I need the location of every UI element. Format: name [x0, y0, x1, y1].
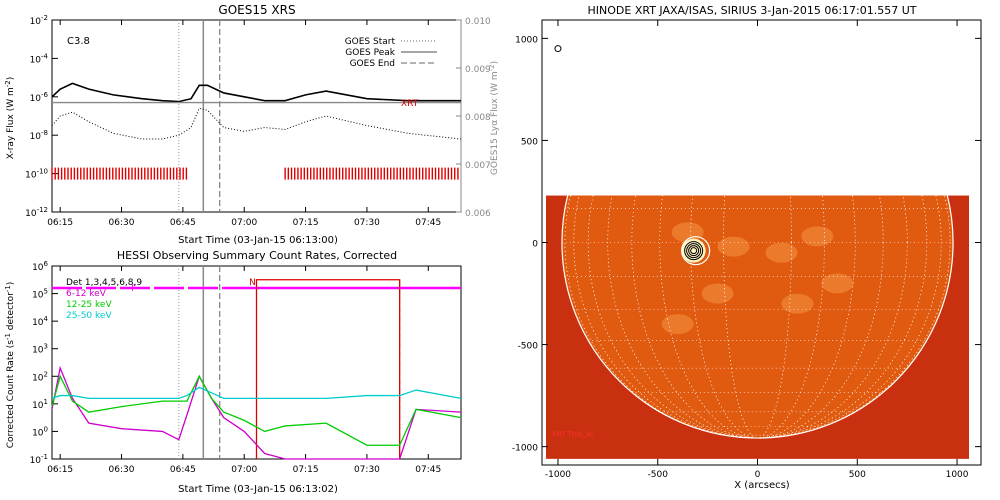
xrs-x-tick-label: 07:00 [231, 218, 257, 228]
hessi-y-tick-label: 100 [32, 425, 48, 438]
xrt-bright-region [717, 236, 750, 257]
xrt-x-tick-label: -500 [648, 470, 669, 480]
xrs-x-tick-label: 07:30 [354, 218, 380, 228]
xrt-bright-region [821, 273, 854, 294]
xrs-y-tick-label: 10-8 [30, 129, 48, 142]
xrt-filter-label: XRT Thin_Al [552, 430, 593, 438]
xrs-y-right-tick-label: 0.006 [465, 209, 491, 219]
xrs-y-right-tick-label: 0.009 [465, 65, 491, 75]
xrt-image-area: -1000 -500 0 500 1000 1000 500 0 -500 -1000 XRT Th… [512, 19, 982, 480]
hessi-night-box [255, 279, 401, 459]
xrt-x-tick-label: 1000 [946, 470, 969, 480]
xrs-y-tick-label: 10-6 [30, 91, 49, 104]
xrt-y-tick-label: 500 [521, 137, 538, 147]
xrt-contour [688, 245, 700, 257]
xrt-x-tick-label: 500 [849, 470, 866, 480]
hessi-x-tick-label: 07:00 [231, 465, 257, 475]
xrs-x-tick-label: 07:15 [293, 218, 319, 228]
hessi-plot-area: 06:15 06:30 06:45 07:00 07:15 07:30 07:45 106 10… [30, 260, 462, 475]
xrt-contour [684, 241, 704, 261]
xrt-y-tick-label: 0 [532, 240, 538, 250]
xrs-y-right-label: GOES15 Lyα Flux (W m-2) [488, 61, 500, 175]
hessi-legend-label: Det 1,3,4,5,6,8,9 [66, 278, 142, 288]
xrt-bright-region [781, 293, 814, 314]
xrs-legend-label: GOES End [350, 59, 395, 69]
xrs-title: GOES15 XRS [218, 3, 295, 17]
xrt-lon-line [587, 195, 928, 439]
xrt-x-tick-label: 0 [755, 470, 761, 480]
hessi-x-tick-label: 07:30 [354, 465, 380, 475]
xrs-x-tick-label: 06:15 [47, 218, 73, 228]
xrs-x-tick-label: 07:45 [415, 218, 441, 228]
xrt-limb [561, 195, 954, 439]
xrt-disk-group [561, 195, 954, 439]
xrt-bright-region [661, 314, 694, 335]
xrs-series-dotted-black [51, 107, 462, 140]
hessi-y-tick-label: 101 [32, 398, 48, 411]
xrs-y-tick-label: 10-4 [30, 52, 49, 65]
xrt-flare-core [681, 238, 706, 263]
xrt-lon-line [723, 195, 792, 439]
xrs-y-tick-label: 10-10 [25, 168, 48, 181]
xrt-bright-region [701, 283, 734, 304]
xrs-y-right-tick-label: 0.010 [465, 17, 491, 27]
hessi-flag-n: N [249, 278, 256, 288]
xrs-x-tick-label: 06:30 [109, 218, 135, 228]
xrt-y-tick-label: 1000 [515, 35, 538, 45]
xrt-x-label: X (arcsecs) [734, 480, 790, 491]
hessi-series [51, 386, 462, 399]
xrt-contour [686, 243, 702, 259]
hessi-x-tick-label: 07:45 [415, 465, 441, 475]
hessi-legend-label: 25-50 keV [66, 311, 112, 321]
hessi-x-tick-label: 06:30 [109, 465, 135, 475]
xrs-y-right-tick-label: 0.008 [465, 113, 491, 123]
xrt-lon-line [690, 195, 825, 439]
xrt-bright-region [801, 226, 834, 247]
xrs-legend-label: GOES Peak [345, 48, 395, 58]
hessi-legend-label: 6-12 keV [66, 289, 107, 299]
hessi-y-tick-label: 103 [32, 343, 48, 356]
xrt-sun-disk [562, 195, 954, 438]
hessi-y-tick-label: 102 [32, 370, 48, 383]
xrs-y-right-tick-label: 0.007 [465, 161, 491, 171]
xrt-lon-line [573, 195, 942, 439]
xrt-region-circle [681, 236, 711, 266]
xrt-label: XRT [401, 99, 419, 109]
xrs-y-tick-label: 10-12 [25, 206, 48, 219]
xrs-x-label: Start Time (03-Jan-15 06:13:00) [178, 235, 338, 246]
xrs-plot-area: 06:15 06:30 06:45 07:00 07:15 07:30 07:45 10-2 1… [25, 14, 491, 228]
xrs-frame [51, 19, 462, 213]
xrs-y-tick-label: 10-2 [30, 14, 48, 27]
xrs-legend-label: GOES Start [345, 37, 396, 47]
flare-class-label: C3.8 [67, 36, 90, 47]
hessi-y-label: Corrected Count Rate (s-1 detector-1) [4, 282, 16, 449]
hessi-y-tick-label: 106 [32, 260, 48, 273]
xrt-bright-region [765, 242, 798, 263]
xrs-series-solid-black [51, 82, 461, 103]
hessi-series [51, 374, 462, 446]
xrs-x-tick-label: 06:45 [170, 218, 196, 228]
xrs-y-label: X-ray Flux (W m-2) [4, 77, 16, 159]
xrt-lon-line [631, 195, 884, 439]
hessi-flag-f: F [131, 284, 136, 294]
xrt-title: HINODE XRT JAXA/ISAS, SIRIUS 3-Jan-2015 … [588, 4, 917, 17]
xrt-bright-region [671, 222, 704, 243]
hessi-y-tick-label: 105 [32, 288, 48, 301]
hessi-x-label: Start Time (03-Jan-15 06:13:02) [178, 484, 338, 495]
xrt-y-tick-label: -1000 [512, 444, 538, 454]
xrt-contour [690, 247, 698, 255]
hessi-x-tick-label: 06:15 [47, 465, 73, 475]
hessi-x-tick-label: 06:45 [170, 465, 196, 475]
hessi-x-tick-label: 07:15 [293, 465, 319, 475]
xrt-x-tick-label: -1000 [545, 470, 571, 480]
hessi-y-tick-label: 10-1 [30, 453, 48, 466]
xrt-origin-marker [554, 45, 562, 53]
hessi-y-tick-label: 104 [32, 315, 48, 328]
xrt-y-tick-label: -500 [518, 342, 539, 352]
hessi-title: HESSI Observing Summary Count Rates, Cor… [117, 249, 397, 262]
hessi-legend-label: 12-25 keV [66, 300, 112, 310]
